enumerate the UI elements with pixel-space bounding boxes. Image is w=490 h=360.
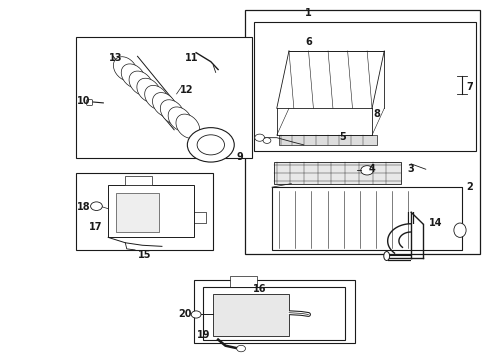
FancyBboxPatch shape (87, 100, 93, 105)
Circle shape (191, 311, 201, 318)
Text: 12: 12 (180, 85, 193, 95)
Text: 8: 8 (373, 109, 380, 119)
Ellipse shape (160, 100, 184, 124)
Bar (125, 176, 152, 185)
Text: 10: 10 (77, 96, 91, 106)
Text: 20: 20 (179, 310, 192, 319)
Circle shape (237, 345, 245, 352)
Ellipse shape (129, 71, 153, 95)
Circle shape (91, 202, 102, 211)
Bar (274, 162, 401, 184)
Bar (116, 193, 159, 232)
Bar (230, 276, 257, 287)
Bar (279, 135, 377, 145)
Text: 13: 13 (109, 53, 122, 63)
Ellipse shape (113, 57, 137, 81)
Circle shape (255, 134, 265, 141)
Bar (254, 22, 476, 151)
Circle shape (197, 135, 224, 155)
Text: 5: 5 (340, 132, 346, 142)
Circle shape (361, 166, 373, 175)
Bar (194, 280, 355, 343)
Text: 1: 1 (305, 8, 312, 18)
Circle shape (263, 138, 271, 143)
Ellipse shape (152, 93, 176, 117)
Text: 16: 16 (253, 284, 267, 294)
Bar (76, 37, 252, 158)
Ellipse shape (454, 223, 466, 237)
Bar (108, 185, 194, 237)
Text: 9: 9 (237, 152, 244, 162)
Bar (245, 10, 480, 253)
Bar (76, 173, 213, 250)
Text: 3: 3 (408, 164, 415, 174)
Text: 17: 17 (89, 222, 103, 231)
Bar (272, 187, 463, 250)
Text: 4: 4 (368, 164, 375, 174)
Bar (213, 294, 289, 336)
Ellipse shape (137, 78, 161, 103)
Ellipse shape (384, 252, 390, 261)
Text: 11: 11 (185, 53, 198, 63)
Ellipse shape (176, 114, 200, 138)
Text: 6: 6 (305, 37, 312, 47)
Text: 19: 19 (196, 330, 210, 340)
Bar (203, 287, 345, 339)
Text: 7: 7 (466, 82, 473, 92)
Text: 2: 2 (466, 182, 473, 192)
Ellipse shape (121, 64, 145, 88)
Ellipse shape (145, 85, 169, 110)
Text: 15: 15 (138, 250, 151, 260)
Circle shape (187, 128, 234, 162)
Text: 14: 14 (429, 218, 442, 228)
Text: 18: 18 (77, 202, 91, 212)
Ellipse shape (168, 107, 192, 131)
